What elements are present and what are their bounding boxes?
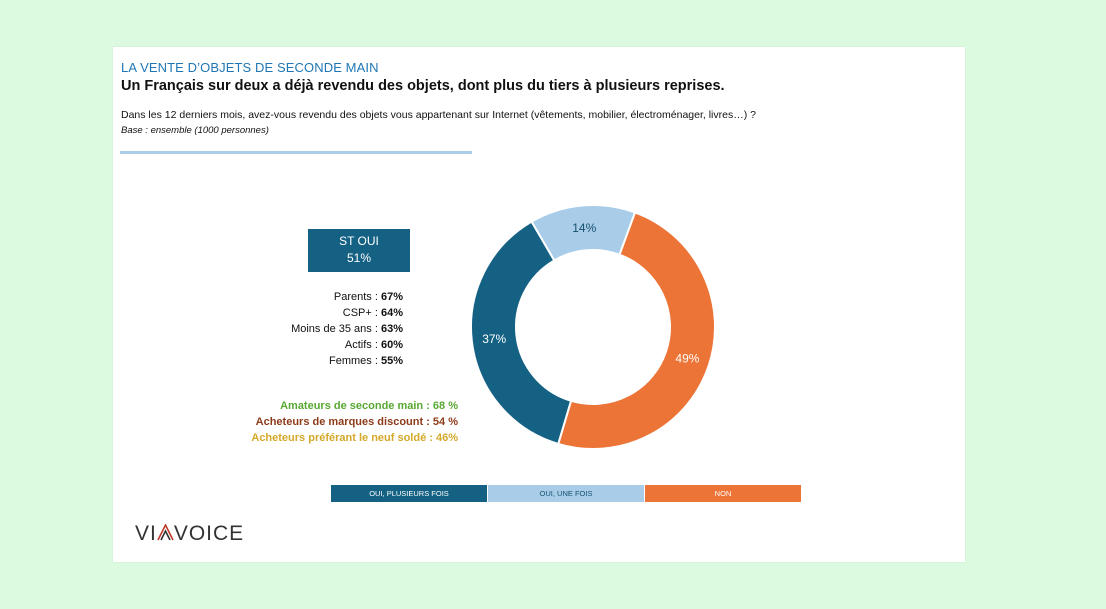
donut-chart-svg: 14% 49% 37%: [470, 204, 716, 450]
slide: LA VENTE D’OBJETS DE SECONDE MAIN Un Fra…: [113, 47, 965, 562]
segment-item: Amateurs de seconde main : 68 %: [280, 400, 458, 412]
legend-item-non: NON: [645, 485, 801, 502]
viavoice-logo: VI VOICE: [135, 522, 245, 545]
label-non: 49%: [675, 351, 699, 365]
section-kicker: LA VENTE D’OBJETS DE SECONDE MAIN: [121, 60, 379, 75]
chart-legend: OUI, PLUSIEURS FOIS OUI, UNE FOIS NON: [331, 485, 802, 502]
slice-non: [556, 211, 716, 450]
profile-item: Parents : 67%: [333, 291, 403, 303]
profile-item: Femmes : 55%: [329, 355, 403, 367]
profile-list: Parents : 67% CSP+ : 64% Moins de 35 ans…: [233, 289, 403, 369]
profile-item: CSP+ : 64%: [342, 307, 403, 319]
slice-plusieurs-fois: [470, 220, 573, 446]
survey-base: Base : ensemble (1000 personnes): [121, 125, 269, 136]
summary-value: 51%: [346, 251, 372, 265]
profile-item: Actifs : 60%: [344, 339, 403, 351]
segment-item: Acheteurs préférant le neuf soldé : 46%: [251, 432, 458, 444]
legend-item-plusieurs-fois: OUI, PLUSIEURS FOIS: [331, 485, 487, 502]
segment-list: Amateurs de seconde main : 68 % Acheteur…: [193, 398, 458, 446]
header-divider: [120, 151, 472, 154]
label-plusieurs-fois: 37%: [482, 332, 506, 346]
summary-label: ST OUI: [339, 234, 379, 248]
headline: Un Français sur deux a déjà revendu des …: [121, 78, 725, 94]
logo-mark-icon: [157, 523, 174, 541]
survey-question: Dans les 12 derniers mois, avez-vous rev…: [121, 109, 756, 121]
legend-item-une-fois: OUI, UNE FOIS: [488, 485, 644, 502]
donut-chart: 14% 49% 37%: [463, 197, 723, 462]
summary-box: ST OUI 51%: [308, 229, 410, 272]
segment-item: Acheteurs de marques discount : 54 %: [255, 416, 458, 428]
label-une-fois: 14%: [572, 221, 596, 235]
profile-item: Moins de 35 ans : 63%: [291, 323, 403, 335]
